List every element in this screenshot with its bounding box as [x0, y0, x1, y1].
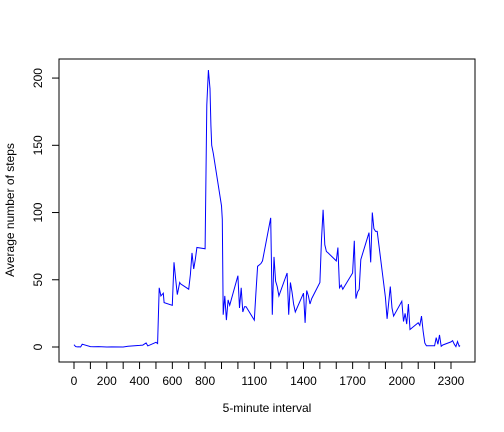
- series-line: [73, 69, 461, 348]
- x-axis-label: 5-minute interval: [223, 401, 312, 415]
- y-tick-label: 0: [31, 343, 45, 350]
- x-tick-label: 800: [195, 374, 215, 388]
- x-axis-ticks: 0 200 400 600 800 1100 1400 1700 2000 2300: [71, 362, 465, 388]
- x-tick-label: 600: [162, 374, 182, 388]
- x-tick-label: 200: [97, 374, 117, 388]
- y-tick-label: 100: [31, 202, 45, 222]
- x-tick-label: 1700: [339, 374, 366, 388]
- x-tick-label: 2300: [438, 374, 465, 388]
- x-tick-label: 1100: [241, 374, 267, 388]
- x-tick-label: 400: [130, 374, 150, 388]
- y-axis-label: Average number of steps: [3, 143, 17, 277]
- y-tick-label: 200: [31, 68, 45, 88]
- x-tick-label: 2000: [388, 374, 415, 388]
- y-axis-ticks: 0 50 100 150 200: [31, 68, 59, 350]
- y-tick-label: 50: [31, 273, 45, 287]
- x-tick-label: 1400: [290, 374, 317, 388]
- y-tick-label: 150: [31, 135, 45, 155]
- x-tick-label: 0: [71, 374, 78, 388]
